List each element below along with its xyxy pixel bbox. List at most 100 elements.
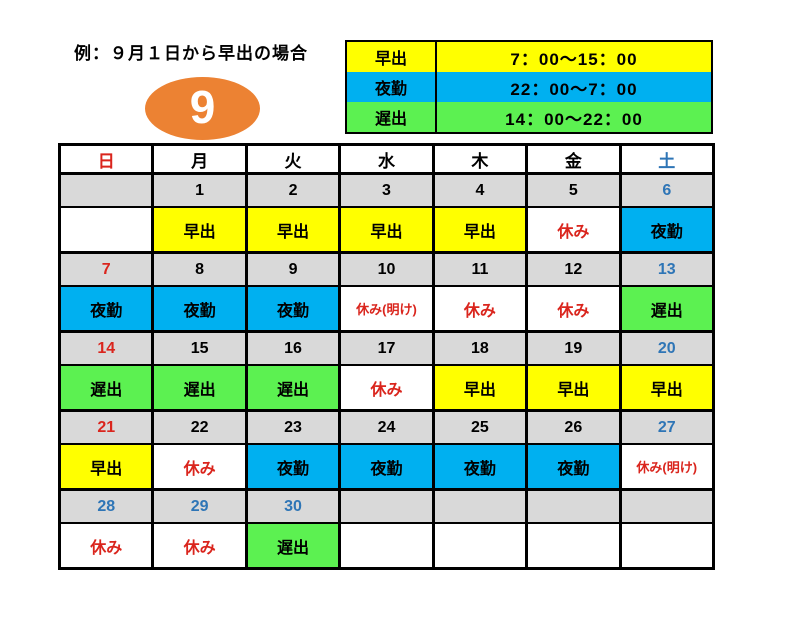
shift-cell <box>57 206 155 254</box>
date-cell: 22 <box>151 409 248 445</box>
date-cell: 28 <box>57 488 155 524</box>
shift-cell: 休み <box>338 364 435 412</box>
shift-cell: 休み <box>57 522 155 570</box>
legend-row: 早出 7：00～15：00 <box>347 42 711 72</box>
shift-cell: 早出 <box>618 364 716 412</box>
shift-cell: 遅出 <box>57 364 155 412</box>
date-cell: 27 <box>618 409 716 445</box>
date-cell: 19 <box>525 330 622 366</box>
date-cell: 3 <box>338 172 435 208</box>
shift-calendar: 日月火水木金土 1 2 3 4 5 6 早出 早出 早出 早出 休み 夜勤 7 8 9 10 11 12 13 夜勤 夜勤… <box>57 143 716 570</box>
month-number: 9 <box>189 80 216 133</box>
month-badge: 9 <box>145 77 260 140</box>
legend-row: 遅出 14：00～22：00 <box>347 102 711 132</box>
date-cell: 16 <box>244 330 342 366</box>
legend-row: 夜勤 22：00～7：00 <box>347 72 711 102</box>
date-cell: 18 <box>431 330 529 366</box>
weekday-header: 火 <box>244 143 342 175</box>
shift-row: 早出 早出 早出 早出 休み 夜勤 <box>57 206 716 254</box>
shift-cell: 夜勤 <box>57 285 155 333</box>
shift-cell: 夜勤 <box>431 443 529 491</box>
date-cell: 24 <box>338 409 435 445</box>
shift-row: 夜勤 夜勤 夜勤 休み(明け) 休み 休み 遅出 <box>57 285 716 333</box>
date-row: 21 22 23 24 25 26 27 <box>57 409 716 445</box>
shift-cell: 夜勤 <box>244 443 342 491</box>
legend-shift-name: 遅出 <box>347 102 437 132</box>
shift-row: 遅出 遅出 遅出 休み 早出 早出 早出 <box>57 364 716 412</box>
shift-row: 休み 休み 遅出 <box>57 522 716 570</box>
date-cell: 1 <box>151 172 248 208</box>
shift-cell <box>431 522 529 570</box>
date-cell: 4 <box>431 172 529 208</box>
date-cell: 12 <box>525 251 622 287</box>
date-row: 7 8 9 10 11 12 13 <box>57 251 716 287</box>
shift-cell <box>618 522 716 570</box>
shift-cell: 遅出 <box>244 364 342 412</box>
shift-cell: 休み <box>431 285 529 333</box>
weekday-header: 日 <box>57 143 155 175</box>
shift-cell: 早出 <box>151 206 248 254</box>
date-cell: 17 <box>338 330 435 366</box>
date-cell <box>525 488 622 524</box>
shift-cell: 遅出 <box>151 364 248 412</box>
date-cell: 5 <box>525 172 622 208</box>
date-cell: 29 <box>151 488 248 524</box>
date-cell: 6 <box>618 172 716 208</box>
date-cell: 10 <box>338 251 435 287</box>
date-cell: 8 <box>151 251 248 287</box>
shift-cell: 休み(明け) <box>338 285 435 333</box>
legend-shift-time: 22：00～7：00 <box>510 79 638 99</box>
date-cell: 11 <box>431 251 529 287</box>
shift-cell: 休み <box>525 206 622 254</box>
date-cell <box>338 488 435 524</box>
legend-shift-time: 14：00～22：00 <box>505 109 643 129</box>
shift-cell: 休み <box>525 285 622 333</box>
shift-cell <box>338 522 435 570</box>
shift-cell: 早出 <box>431 364 529 412</box>
date-cell: 23 <box>244 409 342 445</box>
date-cell: 15 <box>151 330 248 366</box>
shift-cell: 夜勤 <box>244 285 342 333</box>
legend-shift-name: 夜勤 <box>347 72 437 102</box>
shift-cell: 遅出 <box>244 522 342 570</box>
example-note: 例：９月１日から早出の場合 <box>74 44 308 63</box>
date-cell <box>618 488 716 524</box>
shift-cell: 早出 <box>431 206 529 254</box>
weekday-header: 木 <box>431 143 529 175</box>
shift-cell: 夜勤 <box>525 443 622 491</box>
date-row: 14 15 16 17 18 19 20 <box>57 330 716 366</box>
legend-shift-name: 早出 <box>347 42 437 72</box>
shift-cell: 夜勤 <box>151 285 248 333</box>
date-cell: 7 <box>57 251 155 287</box>
date-cell: 20 <box>618 330 716 366</box>
date-cell: 30 <box>244 488 342 524</box>
date-cell <box>57 172 155 208</box>
shift-cell: 夜勤 <box>618 206 716 254</box>
shift-cell: 休み <box>151 522 248 570</box>
date-cell: 9 <box>244 251 342 287</box>
date-cell: 26 <box>525 409 622 445</box>
shift-cell: 早出 <box>525 364 622 412</box>
shift-cell: 夜勤 <box>338 443 435 491</box>
weekday-header: 土 <box>618 143 716 175</box>
date-cell: 14 <box>57 330 155 366</box>
legend-shift-time: 7：00～15：00 <box>510 49 638 69</box>
shift-cell: 早出 <box>57 443 155 491</box>
shift-cell: 早出 <box>338 206 435 254</box>
date-cell: 2 <box>244 172 342 208</box>
weekday-header: 水 <box>338 143 435 175</box>
date-row: 28 29 30 <box>57 488 716 524</box>
shift-cell: 早出 <box>244 206 342 254</box>
date-cell: 25 <box>431 409 529 445</box>
weekday-header-row: 日月火水木金土 <box>57 143 716 175</box>
shift-cell: 休み(明け) <box>618 443 716 491</box>
weekday-header: 金 <box>525 143 622 175</box>
shift-row: 早出 休み 夜勤 夜勤 夜勤 夜勤 休み(明け) <box>57 443 716 491</box>
weekday-header: 月 <box>151 143 248 175</box>
shift-legend: 早出 7：00～15：00 夜勤 22：00～7：00 遅出 14：00～22：00 <box>345 40 713 134</box>
date-cell: 13 <box>618 251 716 287</box>
date-cell <box>431 488 529 524</box>
date-cell: 21 <box>57 409 155 445</box>
shift-cell <box>525 522 622 570</box>
